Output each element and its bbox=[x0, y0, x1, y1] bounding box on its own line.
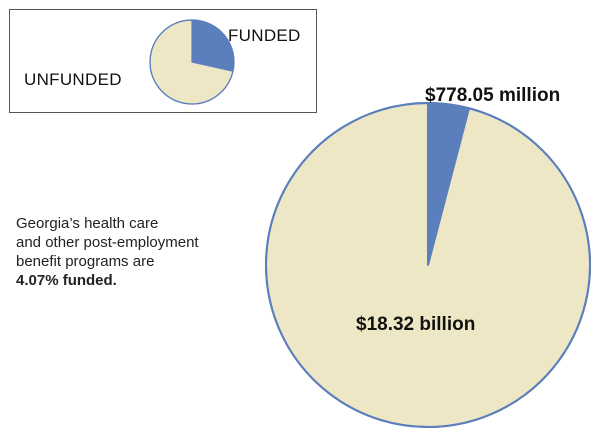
unfunded-value-label: $18.32 billion bbox=[356, 314, 476, 335]
main-pie-outline bbox=[265, 102, 591, 428]
legend-box: FUNDED UNFUNDED bbox=[9, 9, 317, 113]
legend-pie-outline bbox=[149, 19, 235, 105]
legend-pie bbox=[149, 19, 235, 105]
description-line-2: and other post-employment bbox=[16, 234, 199, 251]
description-line-1: Georgia’s health care bbox=[16, 215, 159, 232]
legend-label-unfunded: UNFUNDED bbox=[24, 70, 122, 89]
description-line-3: benefit programs are bbox=[16, 253, 155, 270]
funded-value-label: $778.05 million bbox=[425, 85, 561, 106]
main-pie-slice-unfunded bbox=[265, 102, 591, 428]
main-pie-chart bbox=[265, 102, 591, 428]
legend-label-funded: FUNDED bbox=[228, 26, 301, 45]
funding-description: Georgia’s health care and other post-emp… bbox=[16, 214, 256, 290]
description-funded-percent: 4.07% funded. bbox=[16, 272, 117, 289]
